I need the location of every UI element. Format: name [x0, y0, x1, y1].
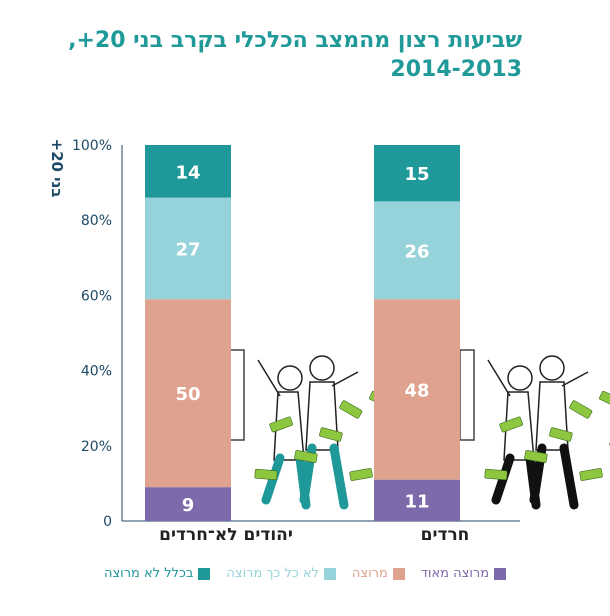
- y-tick-label: 40%: [81, 364, 112, 380]
- legend-label: מרוצה מאוד: [420, 566, 490, 581]
- bars: 9 50 27 14 11 48 26 15: [145, 145, 460, 521]
- title-line: שביעות רצון מהמצב הכלכלי בקרב בני 20+,: [68, 28, 522, 53]
- chart-title: שביעות רצון מהמצב הכלכלי בקרב בני 20+, 2…: [22, 26, 522, 84]
- bar-segment: [145, 145, 231, 198]
- bar-segment: [145, 299, 231, 488]
- bar-segment: [145, 197, 231, 300]
- y-axis-label: בני 20+: [48, 138, 66, 197]
- money-bill: [349, 468, 373, 481]
- head-right: [539, 355, 565, 381]
- legend-swatch: [198, 567, 211, 580]
- legend-swatch: [494, 567, 507, 580]
- bar-segment: [374, 201, 460, 300]
- data-label: 50: [175, 384, 200, 405]
- legend-swatch: [323, 567, 336, 580]
- x-axis-labels: יהודים לא־חרדים חרדים: [159, 525, 469, 545]
- stacked-bar-chart: 0 20% 40% 60% 80% 100% בני 20+ 9 50 27 14 11 48 26 15…: [48, 138, 610, 545]
- data-label: 26: [404, 241, 429, 262]
- legend-item: מרוצה: [352, 566, 405, 581]
- money-bill: [254, 468, 278, 481]
- money-bill: [339, 400, 363, 419]
- legend-swatch: [392, 567, 405, 580]
- y-tick-label: 20%: [81, 439, 112, 455]
- data-label: 11: [404, 491, 429, 512]
- arms: [487, 359, 589, 397]
- bar-segment: [374, 479, 460, 521]
- legend-label: מרוצה: [351, 566, 388, 581]
- y-tick-label: 60%: [81, 288, 112, 304]
- money-bill: [294, 450, 318, 463]
- illustration-right: [459, 349, 610, 510]
- celebration-illustrations: [229, 349, 610, 510]
- data-label: 48: [404, 380, 429, 401]
- data-label: 27: [175, 239, 200, 260]
- data-label: 9: [182, 495, 195, 516]
- y-tick-label: 0: [103, 514, 112, 530]
- legend-label: לא כל כך מרוצה: [226, 566, 319, 581]
- atm-outline: [459, 349, 475, 441]
- y-tick-label: 80%: [81, 213, 112, 229]
- illustration-left: [229, 349, 403, 510]
- x-category-label: יהודים לא־חרדים: [159, 525, 293, 545]
- y-tick-label: 100%: [72, 138, 112, 154]
- head-right: [309, 355, 335, 381]
- bar-segment: [374, 145, 460, 202]
- legend-item: בכלל לא מרוצה: [103, 566, 211, 581]
- money-bill: [499, 416, 523, 433]
- money-bill: [579, 468, 603, 481]
- head-left: [507, 365, 533, 391]
- legend-item: לא כל כך מרוצה: [226, 566, 336, 581]
- money-bill: [484, 468, 508, 481]
- legend-item: מרוצה מאוד: [420, 566, 507, 581]
- data-label: 14: [175, 162, 200, 183]
- subtitle-line: 2014-2013: [390, 57, 522, 82]
- legend: מרוצה מאוד מרוצה לא כל כך מרוצה בכלל לא מרו…: [0, 566, 610, 581]
- x-category-label: חרדים: [421, 525, 470, 545]
- money-bill: [599, 390, 610, 408]
- bar-segment: [145, 487, 231, 521]
- bar-segment: [374, 299, 460, 480]
- atm-outline: [229, 349, 245, 441]
- money-bill: [549, 427, 573, 442]
- head-left: [277, 365, 303, 391]
- legend-label: בכלל לא מרוצה: [103, 566, 194, 581]
- data-label: 15: [404, 164, 429, 185]
- money-bill: [524, 450, 548, 463]
- arms: [257, 359, 359, 397]
- money-bill: [319, 427, 343, 442]
- money-bill: [569, 400, 593, 419]
- money-bill: [269, 416, 293, 433]
